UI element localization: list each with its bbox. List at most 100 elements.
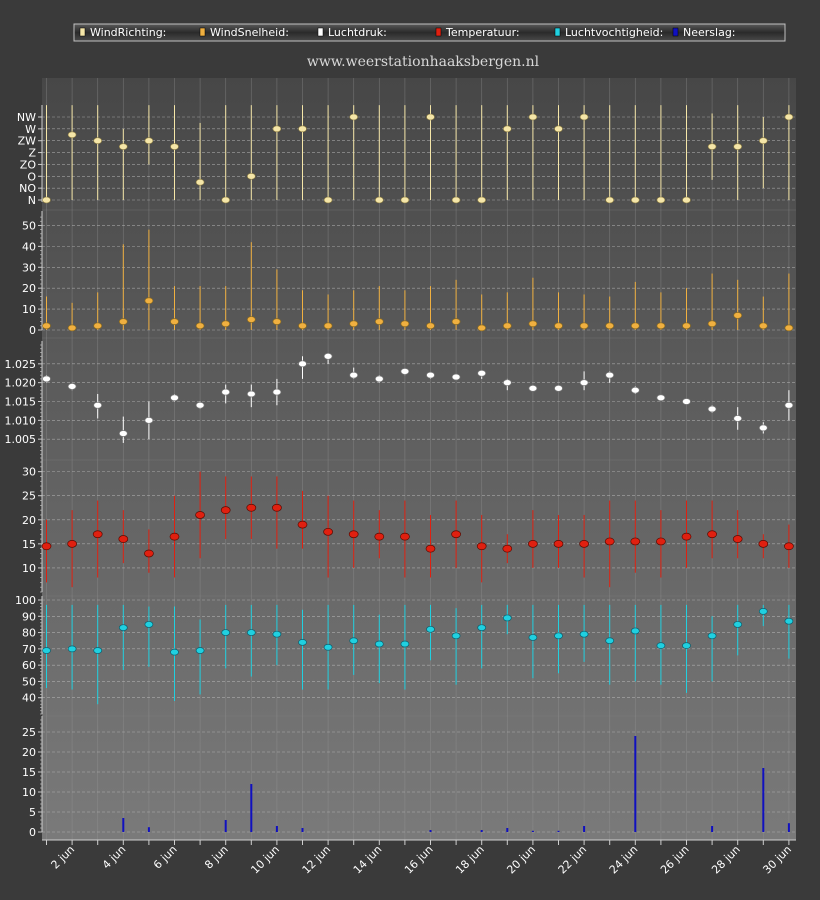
luchtdruk-point-17 — [451, 373, 461, 381]
windsnelheid-point-2 — [67, 324, 77, 332]
luchtvochtigheid-point-30 — [784, 617, 794, 625]
ytick-label-dir-Z: Z — [28, 147, 36, 160]
dir-point-13 — [349, 113, 359, 121]
ytick-label-Neerslag-1: 5 — [29, 806, 36, 819]
dir-point-15 — [400, 196, 410, 204]
dir-point-3 — [93, 137, 102, 145]
temperatuur-point-6 — [169, 532, 180, 541]
ytick-label-WindSnelheid-2: 20 — [22, 282, 36, 295]
luchtvochtigheid-point-12 — [323, 643, 333, 651]
precip-bar-4 — [122, 818, 125, 832]
legend-label-3: Temperatuur: — [445, 26, 520, 39]
dir-point-2 — [67, 131, 77, 139]
luchtdruk-point-2 — [67, 383, 77, 390]
precip-bar-11 — [301, 828, 304, 832]
temperatuur-point-11 — [297, 520, 308, 529]
temperatuur-point-25 — [656, 537, 666, 546]
luchtvochtigheid-point-27 — [707, 632, 717, 640]
windsnelheid-point-28 — [733, 312, 743, 319]
dir-point-19 — [502, 125, 512, 133]
windsnelheid-point-10 — [272, 318, 282, 325]
temperatuur-point-27 — [707, 530, 717, 539]
luchtdruk-point-9 — [246, 390, 256, 398]
luchtvochtigheid-point-24 — [630, 627, 640, 635]
dir-point-20 — [528, 113, 538, 121]
luchtvochtigheid-point-16 — [426, 625, 435, 633]
ytick-label-WindSnelheid-3: 30 — [22, 261, 36, 274]
luchtdruk-point-23 — [605, 371, 615, 379]
legend-swatch-0 — [79, 27, 86, 37]
temperatuur-point-15 — [400, 532, 410, 541]
luchtdruk-point-14 — [374, 375, 384, 383]
ytick-label-dir-ZO: ZO — [20, 158, 37, 171]
dir-point-27 — [707, 143, 717, 150]
luchtdruk-point-15 — [400, 368, 410, 375]
precip-bar-10 — [275, 826, 278, 832]
ytick-label-Luchtdruk-4: 1.025 — [5, 358, 37, 371]
precip-bar-21 — [557, 830, 560, 832]
luchtdruk-point-29 — [758, 424, 768, 432]
ytick-label-Neerslag-4: 20 — [22, 746, 36, 759]
dir-point-10 — [272, 125, 282, 133]
luchtvochtigheid-point-11 — [298, 638, 307, 646]
temperatuur-point-23 — [604, 537, 615, 546]
dir-point-14 — [374, 196, 384, 204]
ytick-label-dir-NW: NW — [17, 111, 36, 124]
luchtvochtigheid-point-6 — [170, 648, 179, 656]
ytick-label-Temperatuur-1: 15 — [22, 538, 36, 551]
ytick-label-WindSnelheid-5: 50 — [22, 219, 36, 232]
ytick-label-dir-N: N — [28, 194, 36, 207]
ytick-label-Temperatuur-0: 10 — [22, 562, 36, 575]
dir-point-12 — [323, 196, 333, 204]
luchtdruk-point-22 — [579, 379, 589, 387]
temperatuur-point-2 — [67, 540, 77, 548]
ytick-label-Luchtdruk-2: 1.015 — [5, 396, 37, 409]
temperatuur-point-18 — [476, 542, 487, 551]
temperatuur-point-20 — [528, 540, 538, 548]
luchtdruk-point-3 — [93, 401, 103, 409]
temperatuur-point-19 — [502, 544, 513, 553]
luchtvochtigheid-point-29 — [758, 608, 768, 615]
dir-point-4 — [119, 143, 128, 150]
luchtvochtigheid-point-26 — [682, 642, 691, 649]
grid-layer — [42, 78, 796, 840]
luchtdruk-point-18 — [477, 369, 487, 377]
windsnelheid-point-11 — [298, 322, 307, 330]
dir-point-6 — [170, 143, 179, 150]
precip-bar-19 — [506, 828, 509, 832]
windsnelheid-point-30 — [784, 324, 794, 332]
ytick-label-Neerslag-5: 25 — [22, 726, 36, 739]
luchtdruk-point-25 — [656, 394, 666, 402]
temperatuur-point-17 — [451, 530, 461, 539]
luchtvochtigheid-point-21 — [554, 632, 563, 640]
legend-swatch-5 — [672, 27, 679, 37]
luchtvochtigheid-point-23 — [605, 637, 615, 645]
luchtvochtigheid-point-2 — [67, 645, 77, 653]
site-label: www.weerstationhaaksbergen.nl — [307, 54, 540, 70]
ytick-label-Temperatuur-4: 30 — [22, 466, 36, 479]
legend-swatch-1 — [199, 27, 206, 37]
legend-label-4: Luchtvochtigheid: — [565, 26, 663, 39]
luchtvochtigheid-point-25 — [656, 642, 666, 649]
luchtdruk-point-28 — [733, 415, 743, 422]
temperatuur-point-5 — [144, 549, 154, 558]
luchtdruk-point-4 — [118, 430, 128, 437]
windsnelheid-point-4 — [118, 318, 128, 325]
legend-label-2: Luchtdruk: — [328, 26, 387, 39]
dir-point-29 — [758, 137, 768, 145]
luchtdruk-point-30 — [784, 401, 794, 409]
precip-bar-16 — [429, 830, 432, 832]
windsnelheid-point-21 — [554, 322, 563, 330]
ytick-label-dir-NO: NO — [19, 182, 36, 195]
luchtvochtigheid-point-22 — [579, 630, 589, 638]
ytick-label-Luchtvochtigheid-3: 70 — [22, 643, 36, 656]
ytick-label-Neerslag-2: 10 — [22, 786, 36, 799]
luchtdruk-point-12 — [323, 352, 333, 360]
luchtdruk-point-13 — [349, 371, 359, 379]
luchtdruk-point-19 — [502, 379, 512, 387]
dir-point-8 — [221, 196, 230, 204]
temperatuur-point-10 — [272, 503, 282, 512]
luchtvochtigheid-point-15 — [400, 640, 410, 648]
